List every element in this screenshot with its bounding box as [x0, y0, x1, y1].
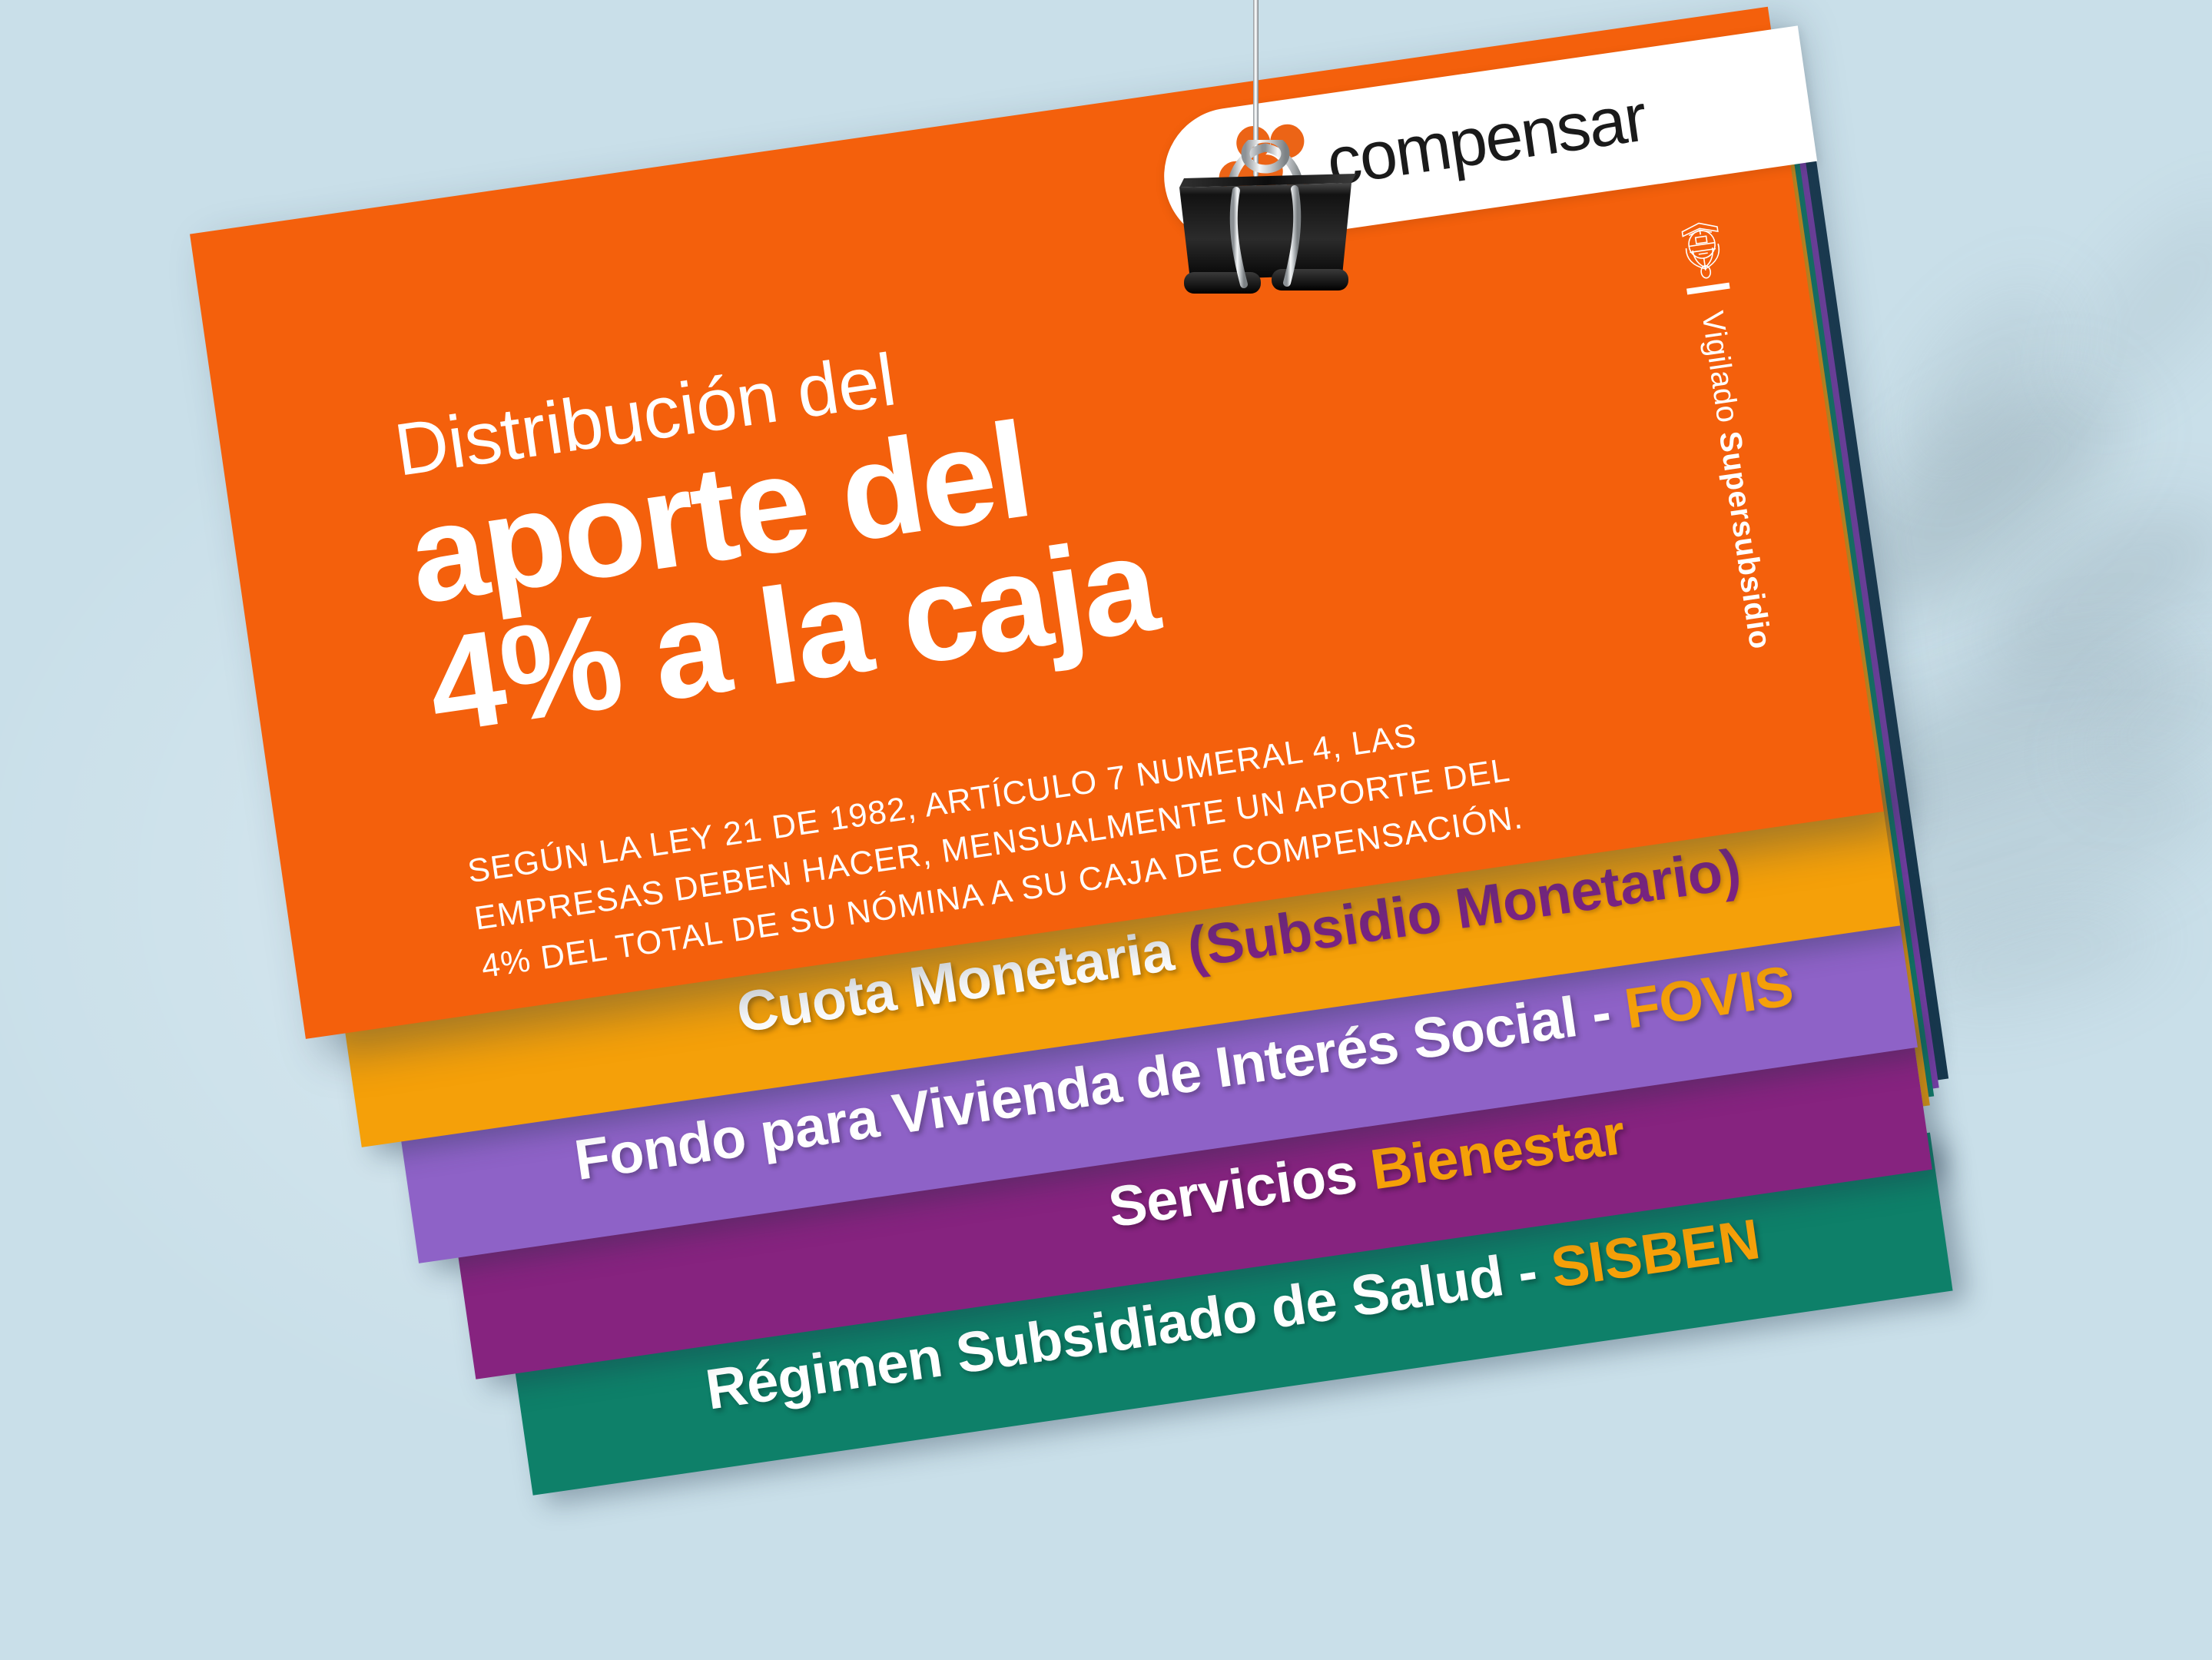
band-text-accent: SISBEN	[1547, 1206, 1764, 1300]
leaf-shadow	[2060, 626, 2212, 811]
leaf-shadow	[1956, 469, 2212, 707]
poster-card-stack: Régimen Subsidiado de Salud - SISBEN Ser…	[190, 6, 1953, 1496]
band-text-accent: FOVIS	[1620, 953, 1797, 1041]
colombia-coat-of-arms-icon	[1681, 222, 1720, 279]
vigilado-text: Vigilado Supersubsidio	[1694, 309, 1777, 652]
vigilado-divider-bar	[1686, 282, 1730, 295]
vigilado-supersubsidio-block: Vigilado Supersubsidio	[1673, 215, 1786, 652]
vigilado-text-bold: Supersubsidio	[1712, 429, 1778, 652]
poster-front-sheet: compensar Distribución del aporte del 4%…	[190, 6, 1884, 1039]
leaf-shadow	[2044, 174, 2212, 425]
leaf-shadow	[1872, 258, 2093, 503]
hanging-wire	[1253, 0, 1259, 177]
binder-clip-icon	[1179, 140, 1356, 294]
poster-headline: Distribución del aporte del 4% a la caja	[390, 259, 1519, 762]
vigilado-text-light: Vigilado	[1695, 309, 1746, 434]
